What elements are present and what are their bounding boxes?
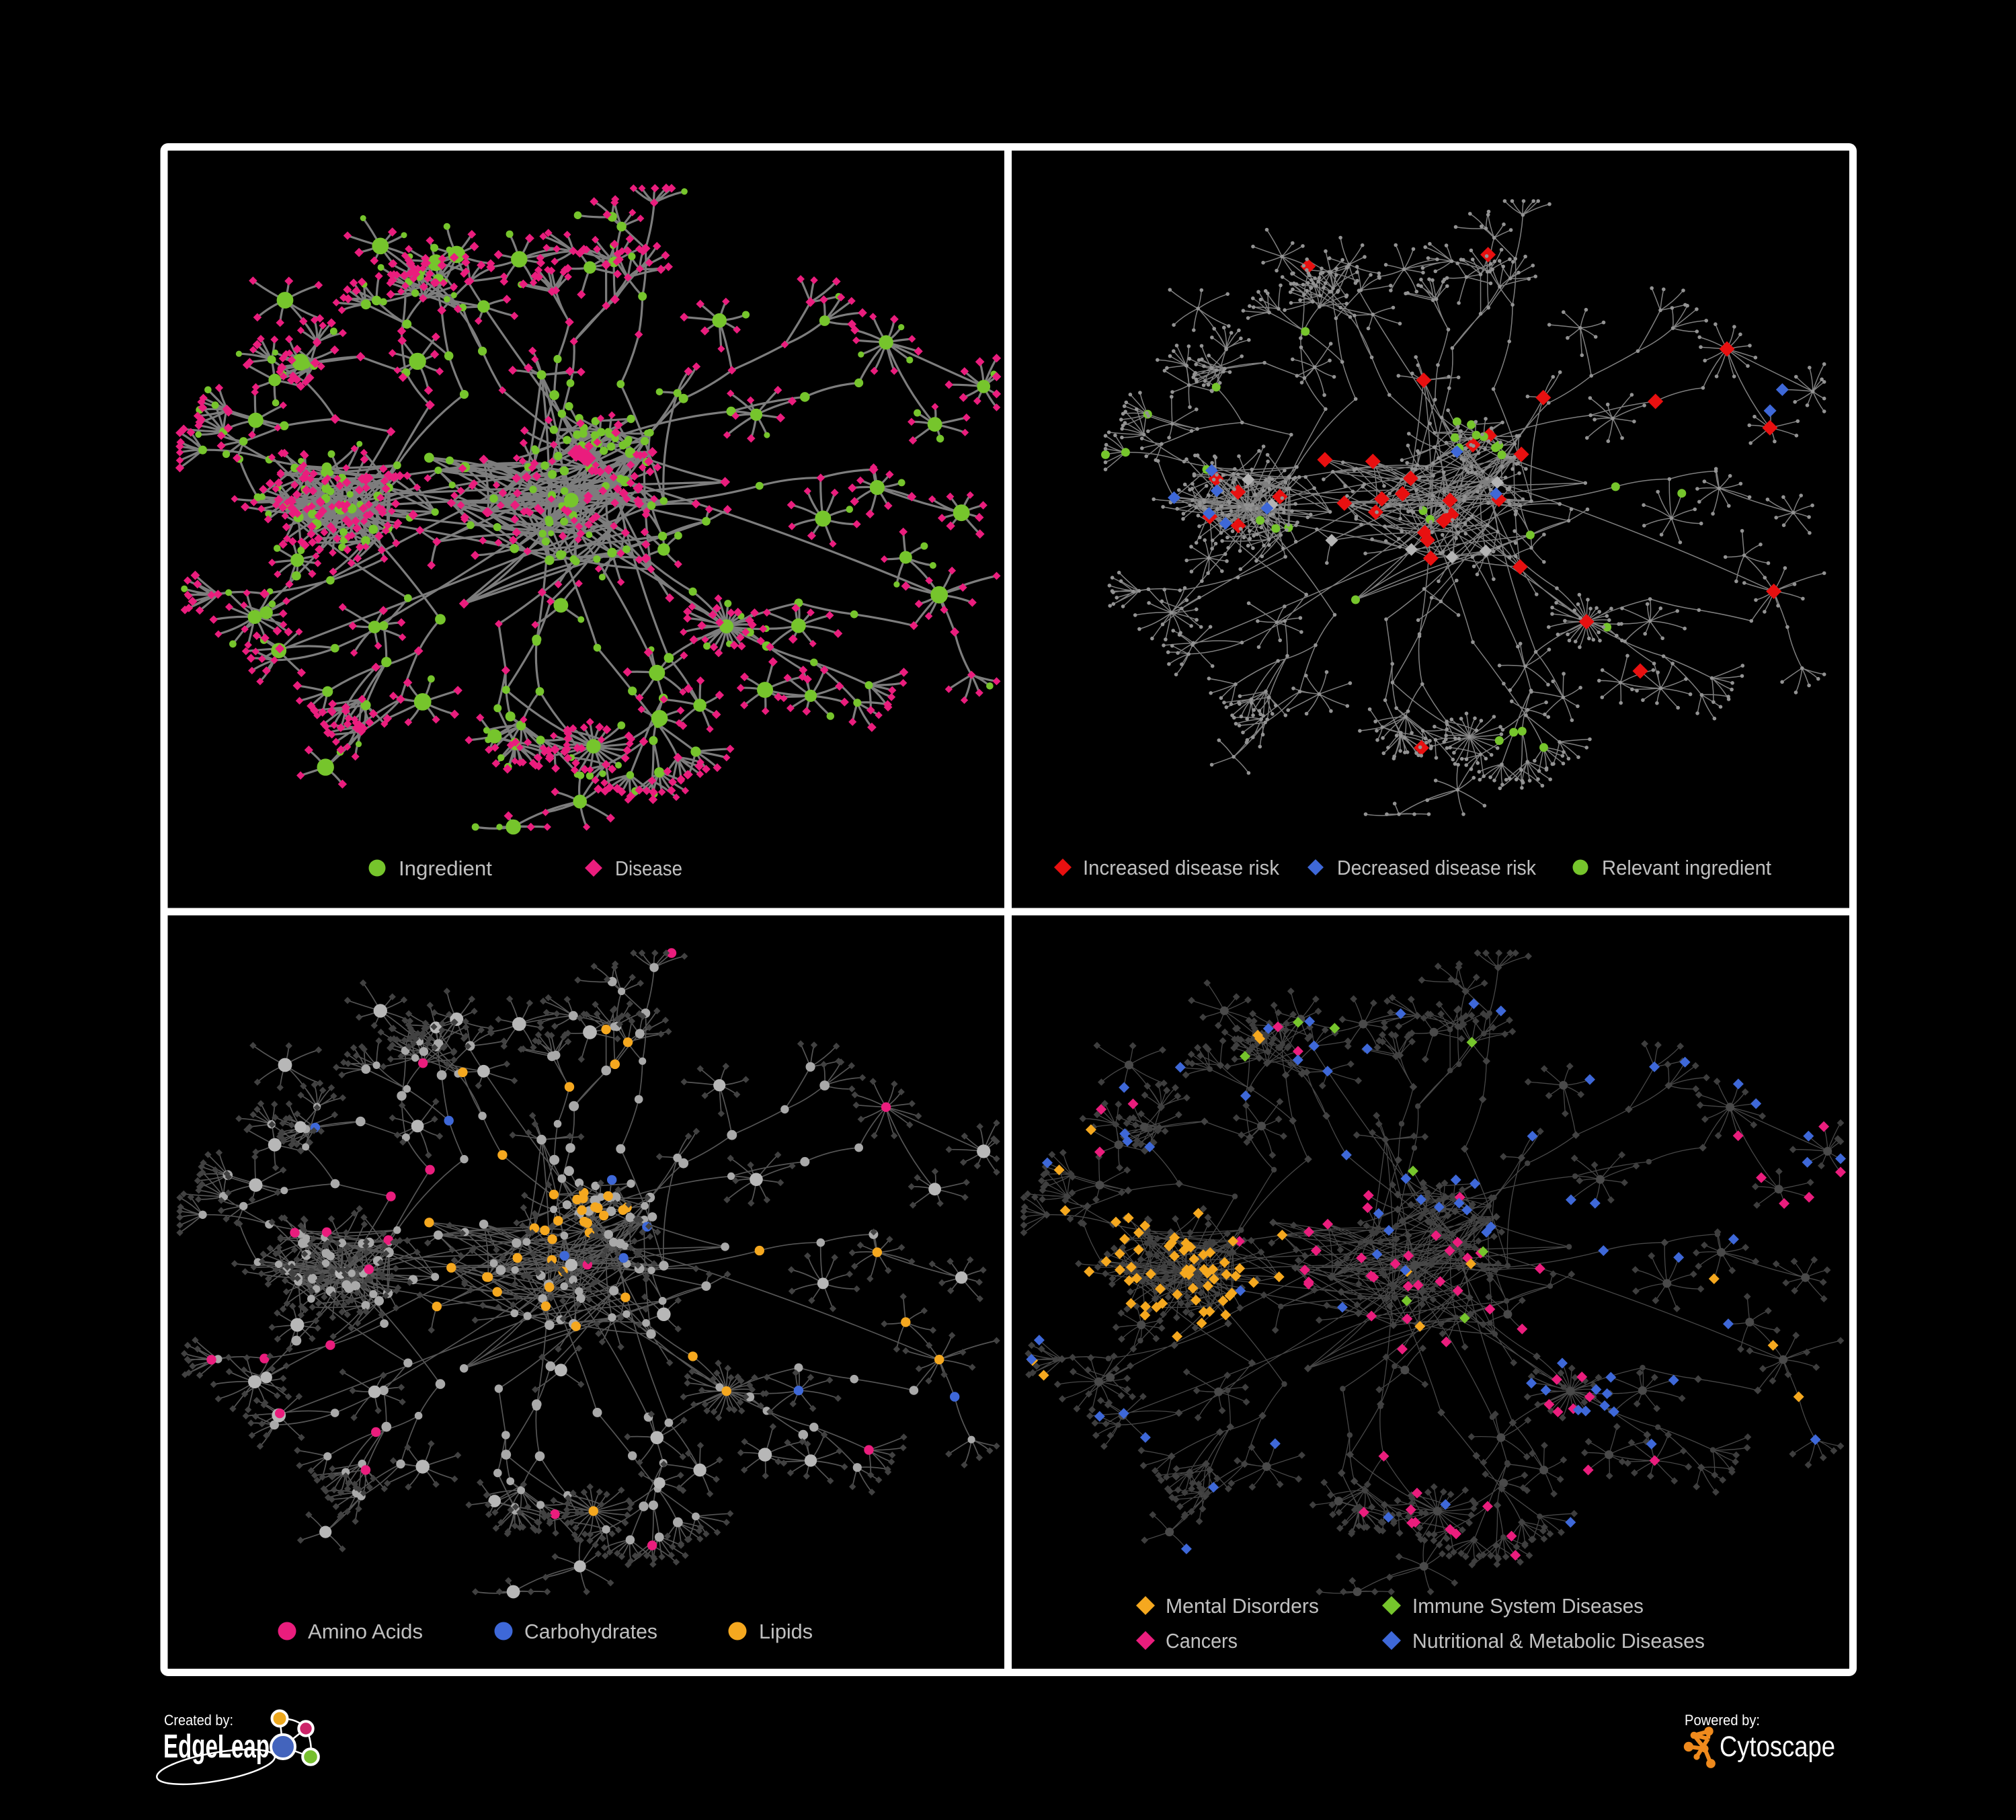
svg-text:Cancers: Cancers <box>1166 1629 1238 1653</box>
svg-text:Created by:: Created by: <box>164 1712 233 1729</box>
svg-text:Mental Disorders: Mental Disorders <box>1166 1594 1319 1618</box>
svg-text:Increased disease risk: Increased disease risk <box>1083 856 1279 879</box>
svg-text:Relevant ingredient: Relevant ingredient <box>1602 856 1771 879</box>
svg-text:Cytoscape: Cytoscape <box>1720 1731 1835 1763</box>
svg-text:Powered by:: Powered by: <box>1685 1712 1760 1729</box>
svg-text:Decreased disease risk: Decreased disease risk <box>1337 856 1536 879</box>
svg-text:Ingredient: Ingredient <box>399 857 492 880</box>
svg-text:Immune System Diseases: Immune System Diseases <box>1412 1594 1644 1618</box>
svg-text:Carbohydrates: Carbohydrates <box>524 1620 657 1643</box>
svg-text:Lipids: Lipids <box>759 1620 813 1643</box>
svg-text:Amino Acids: Amino Acids <box>308 1620 423 1643</box>
svg-text:Disease: Disease <box>615 857 682 880</box>
svg-text:EdgeLeap: EdgeLeap <box>163 1729 270 1765</box>
svg-text:Nutritional & Metabolic Diseas: Nutritional & Metabolic Diseases <box>1412 1629 1705 1653</box>
